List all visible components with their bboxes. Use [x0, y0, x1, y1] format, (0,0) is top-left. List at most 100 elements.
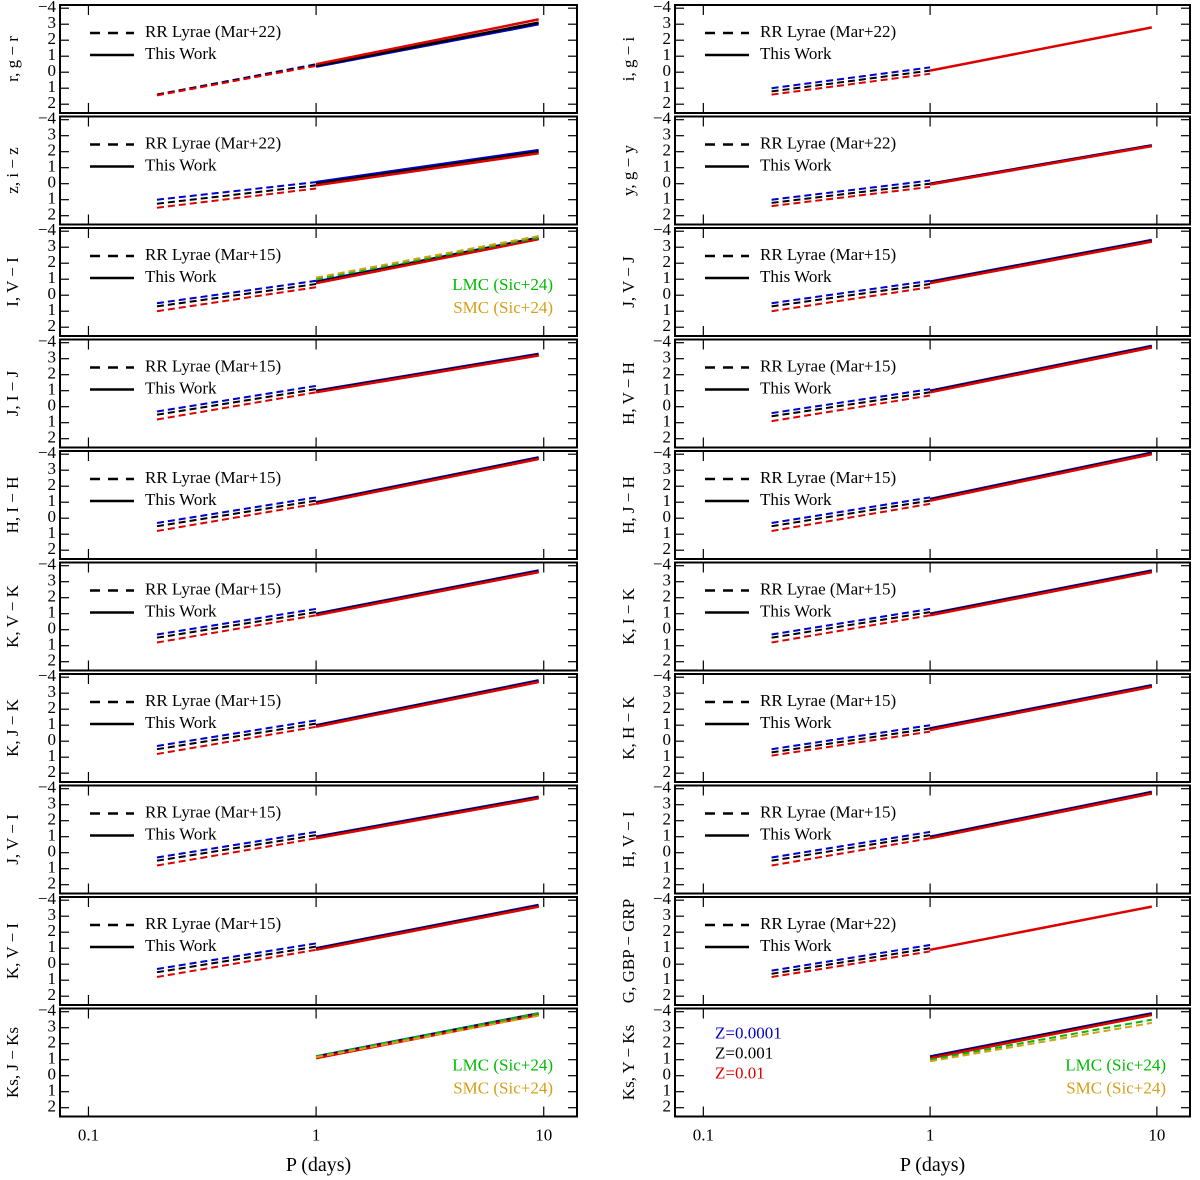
series-line	[929, 346, 1153, 394]
y-tick-label: 3	[663, 905, 672, 924]
legend-label: This Work	[145, 936, 217, 955]
y-tick-label: −4	[38, 889, 57, 908]
series-line	[315, 18, 539, 66]
y-tick-label: 2	[663, 587, 672, 606]
y-tick-label: 2	[663, 810, 672, 829]
panel-frame	[59, 227, 578, 337]
y-tick-label: 1	[48, 746, 57, 765]
legend-label: RR Lyrae (Mar+15)	[760, 691, 896, 710]
series-line	[929, 240, 1153, 285]
y-tick-label: 1	[663, 412, 672, 431]
series-line	[771, 496, 931, 524]
series-line	[315, 797, 539, 840]
series-line	[771, 394, 931, 423]
y-tick-label: 1	[663, 1049, 672, 1068]
y-axis-label: r, g − r	[3, 36, 22, 82]
y-tick-label: −4	[653, 778, 672, 797]
y-axis-label: K, J − K	[3, 698, 22, 756]
y-tick-label: −4	[653, 0, 672, 16]
legend-label: RR Lyrae (Mar+22)	[760, 914, 896, 933]
y-tick-label: 2	[663, 29, 672, 48]
y-tick-label: 1	[48, 45, 57, 64]
series-line	[929, 1013, 1153, 1060]
y-tick-label: 2	[48, 874, 57, 893]
legend-label: This Work	[760, 824, 832, 843]
y-tick-label: 1	[48, 714, 57, 733]
series-line	[315, 148, 539, 184]
y-tick-label: 1	[663, 714, 672, 733]
y-axis-label: Ks, Y − Ks	[619, 1025, 638, 1100]
y-tick-label: 0	[663, 173, 672, 192]
series-line	[771, 611, 931, 639]
y-tick-label: 2	[48, 29, 57, 48]
series-line	[771, 944, 931, 972]
series-line	[771, 950, 931, 978]
y-tick-label: 2	[48, 141, 57, 160]
y-tick-label: 1	[663, 491, 672, 510]
y-axis-label: J, I − J	[3, 370, 22, 416]
y-tick-label: −4	[38, 220, 57, 239]
y-tick-label: 1	[48, 1049, 57, 1068]
y-tick-label: −4	[653, 555, 672, 574]
y-tick-label: −4	[38, 666, 57, 685]
annotation: LMC (Sic+24)	[452, 1055, 553, 1074]
y-tick-label: 2	[48, 316, 57, 335]
legend-label: This Work	[760, 490, 832, 509]
y-tick-label: 2	[663, 539, 672, 558]
legend-label: This Work	[760, 936, 832, 955]
legend-label: RR Lyrae (Mar+15)	[760, 245, 896, 264]
y-tick-label: 3	[663, 1017, 672, 1036]
y-tick-label: 0	[663, 619, 672, 638]
series-line	[771, 837, 931, 867]
series-line	[929, 452, 1153, 502]
y-tick-label: −4	[38, 109, 57, 128]
y-tick-label: 2	[48, 475, 57, 494]
y-axis-label: I, V − I	[3, 257, 22, 307]
y-tick-label: 2	[48, 428, 57, 447]
y-tick-label: 1	[48, 1081, 57, 1100]
series-line	[929, 1021, 1152, 1063]
series-line	[156, 181, 317, 201]
y-tick-label: 0	[48, 953, 57, 972]
series-line	[156, 611, 317, 639]
panel-frame	[674, 115, 1191, 226]
panel-frame	[59, 115, 578, 226]
legend-label: This Work	[760, 378, 832, 397]
series-line	[771, 834, 931, 862]
y-tick-label: 2	[48, 205, 57, 224]
legend-label: This Work	[145, 378, 217, 397]
annotation: LMC (Sic+24)	[452, 275, 553, 294]
y-tick-label: −4	[38, 1001, 57, 1020]
series-line	[315, 21, 539, 68]
y-tick-label: 3	[48, 13, 57, 32]
legend-label: RR Lyrae (Mar+15)	[145, 356, 281, 375]
y-tick-label: 3	[48, 571, 57, 590]
panel-frame	[674, 4, 1191, 114]
y-tick-label: 2	[663, 874, 672, 893]
x-tick-label: 10	[535, 1125, 552, 1144]
panel-frame	[674, 338, 1191, 449]
series-line	[156, 942, 317, 970]
series-line	[771, 499, 931, 528]
y-tick-label: 1	[48, 523, 57, 542]
y-tick-label: 1	[663, 189, 672, 208]
annotation: SMC (Sic+24)	[453, 298, 553, 317]
series-line	[156, 502, 317, 532]
legend-label: This Work	[760, 44, 832, 63]
legend-label: RR Lyrae (Mar+22)	[145, 133, 281, 152]
legend-label: RR Lyrae (Mar+15)	[760, 802, 896, 821]
y-tick-label: 1	[48, 826, 57, 845]
y-tick-label: 0	[663, 284, 672, 303]
y-tick-label: 2	[48, 364, 57, 383]
y-tick-label: 0	[663, 507, 672, 526]
panel-frame	[59, 784, 578, 895]
y-axis-label: H, J − H	[619, 476, 638, 534]
y-axis-label: K, V − I	[3, 923, 22, 980]
y-axis-label: H, I − H	[3, 477, 22, 534]
series-line	[771, 502, 931, 532]
legend-label: This Work	[145, 713, 217, 732]
y-tick-label: 2	[663, 698, 672, 717]
legend-label: RR Lyrae (Mar+15)	[145, 579, 281, 598]
panel-frame	[674, 1007, 1191, 1118]
